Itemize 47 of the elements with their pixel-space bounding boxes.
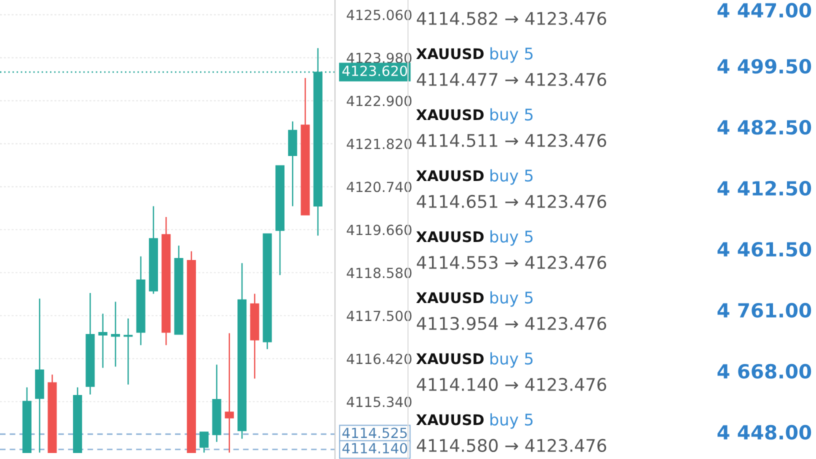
text: 4 447.00 <box>718 2 812 18</box>
y-tick-label: 4125.060 <box>346 10 412 20</box>
text: XAUUSD <box>416 353 484 364</box>
text: buy 5 <box>490 108 533 124</box>
y-tick-label: 4122.900 <box>346 96 412 106</box>
text: XAUUSD <box>416 292 484 304</box>
text: 4 761.00 <box>718 302 812 318</box>
candlestick <box>200 431 209 454</box>
text: buy 5 <box>490 47 533 63</box>
text: 4114.651 → 4123.476 <box>416 194 606 208</box>
text: 4 412.50 <box>718 180 812 196</box>
text: 4114.553 → 4123.476 <box>416 256 606 270</box>
text: buy 5 <box>490 352 533 368</box>
text: 4 499.50 <box>718 58 812 74</box>
text: 4114.140 → 4123.476 <box>416 378 606 392</box>
candlestick <box>110 301 120 368</box>
text: 4114.580 → 4123.476 <box>416 438 606 452</box>
text: XAUUSD <box>416 48 484 60</box>
candlestick <box>98 313 108 368</box>
text: XAUUSD <box>416 109 484 120</box>
ref-line-label: 4123.620 <box>342 66 408 76</box>
text: 4 448.00 <box>718 424 812 440</box>
ref-line-label: 4114.525 <box>342 428 407 438</box>
text: buy 5 <box>490 291 533 307</box>
text: XAUUSD <box>416 170 484 182</box>
y-tick-label: 4121.820 <box>346 138 412 150</box>
text: buy 5 <box>490 230 533 246</box>
candlestick <box>224 332 234 454</box>
text: buy 5 <box>490 413 533 429</box>
y-tick-label: 4119.660 <box>346 224 412 236</box>
y-tick-label: 4117.500 <box>346 310 412 322</box>
text: XAUUSD <box>416 414 484 426</box>
text: 4114.477 → 4123.476 <box>416 72 606 86</box>
text: 4114.511 → 4123.476 <box>416 134 606 148</box>
y-tick-label: 4116.420 <box>346 354 412 364</box>
y-tick-label: 4118.580 <box>346 268 412 278</box>
y-tick-label: 4120.740 <box>346 182 412 192</box>
text: XAUUSD <box>416 231 484 242</box>
text: 4113.954 → 4123.476 <box>416 316 606 330</box>
text: 4114.582 → 4123.476 <box>416 12 606 26</box>
y-tick-label: 4115.340 <box>346 396 412 408</box>
ref-line-label: 4114.140 <box>342 442 408 454</box>
text: 4 482.50 <box>718 120 812 135</box>
text: buy 5 <box>490 169 533 185</box>
y-tick-label: 4123.980 <box>346 52 412 64</box>
text: 4 668.00 <box>718 364 812 379</box>
text: 4 461.50 <box>718 242 812 257</box>
